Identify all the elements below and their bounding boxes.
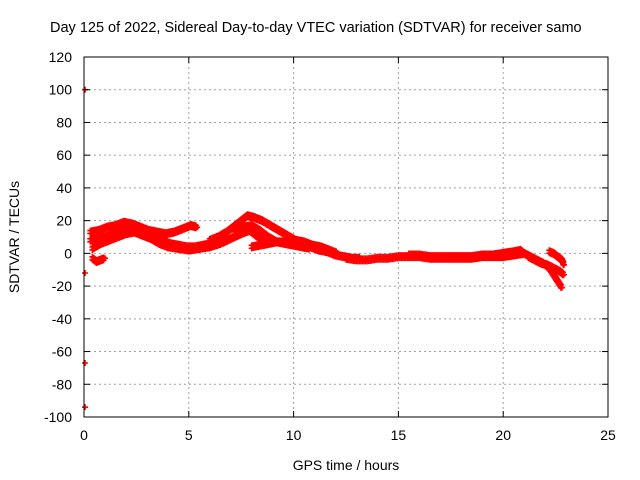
x-tick-label: 10 [286, 427, 302, 443]
y-tick-label: 80 [56, 114, 72, 130]
y-tick-label: 100 [49, 82, 73, 98]
series-arc-12 [525, 252, 567, 279]
y-tick-label: 120 [49, 49, 73, 65]
data-point [560, 261, 567, 268]
series-outliers [82, 86, 89, 411]
data-point [194, 224, 201, 231]
data-point [101, 255, 108, 262]
y-tick-label: 0 [64, 245, 72, 261]
y-tick-label: 20 [56, 213, 72, 229]
y-tick-label: 60 [56, 147, 72, 163]
y-tick-label: 40 [56, 180, 72, 196]
data-point [82, 404, 89, 411]
data-point [558, 284, 565, 291]
x-tick-label: 25 [600, 427, 616, 443]
x-tick-label: 5 [185, 427, 193, 443]
y-tick-label: -60 [52, 344, 72, 360]
data-point [82, 360, 89, 366]
series-arc-11 [546, 247, 567, 269]
series-arc-4 [89, 253, 108, 267]
chart-title: Day 125 of 2022, Sidereal Day-to-day VTE… [50, 20, 582, 36]
axis-ticks: 0 5 10 15 20 25 -100 -80 -60 -40 -20 0 20 40 60 80 100 12… [44, 49, 616, 443]
x-axis-label: GPS time / hours [293, 457, 400, 473]
data-points [82, 86, 567, 411]
y-tick-label: -40 [52, 311, 72, 327]
data-point [82, 270, 89, 276]
y-tick-label: -100 [44, 409, 72, 425]
plot-frame [83, 56, 609, 418]
y-tick-label: -80 [52, 376, 72, 392]
x-tick-label: 20 [495, 427, 511, 443]
data-point [560, 271, 567, 278]
x-tick-label: 0 [80, 427, 88, 443]
y-axis-label: SDTVAR / TECUs [6, 181, 22, 293]
y-tick-label: -20 [52, 278, 72, 294]
series-arc-9 [405, 245, 526, 262]
x-tick-label: 15 [391, 427, 407, 443]
